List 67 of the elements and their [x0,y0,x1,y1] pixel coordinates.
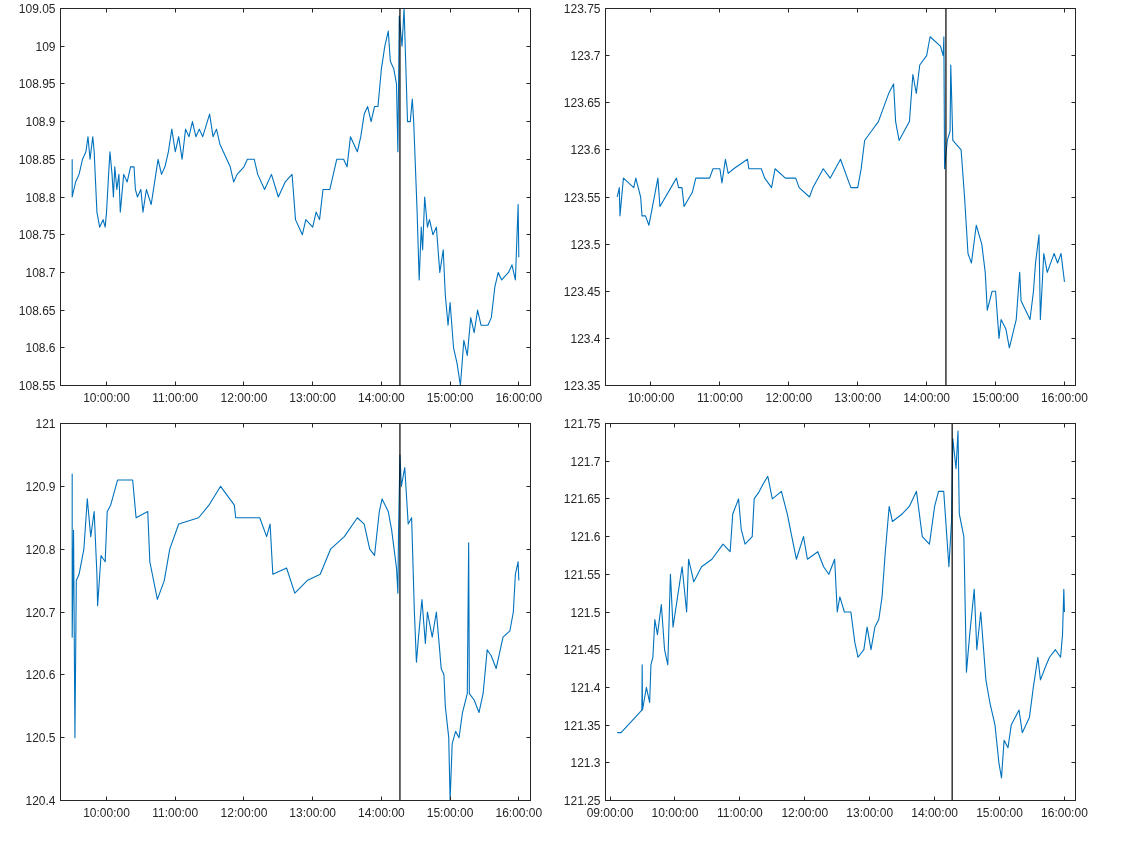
x-tick-label: 16:00:00 [1041,805,1089,820]
y-tick-label: 121.45 [563,643,601,658]
x-tick-label: 12:00:00 [220,805,268,820]
y-tick-label: 123.75 [563,2,601,16]
x-tick-label: 12:00:00 [781,805,829,820]
x-tick-label: 10:00:00 [83,390,131,405]
y-tick-label: 123.35 [563,379,601,393]
y-tick-label: 123.6 [570,143,601,158]
y-tick-label: 123.4 [570,331,601,346]
x-tick-label: 13:00:00 [846,805,894,820]
y-tick-label: 108.75 [18,228,56,243]
y-tick-label: 108.8 [25,190,56,205]
x-tick-label: 15:00:00 [426,390,474,405]
y-tick-label: 121.5 [570,605,601,620]
y-tick-label: 108.6 [25,341,56,356]
x-tick-label: 12:00:00 [765,390,813,405]
y-tick-label: 120.5 [25,731,56,746]
y-tick-label: 109 [35,39,56,54]
x-tick-label: 12:00:00 [220,390,268,405]
y-tick-label: 123.45 [563,284,601,299]
y-tick-label: 123.65 [563,96,601,111]
y-tick-label: 108.65 [18,303,56,318]
y-tick-label: 108.85 [18,152,56,167]
x-tick-label: 10:00:00 [627,390,675,405]
y-tick-label: 123.55 [563,190,601,205]
y-tick-label: 108.9 [25,115,56,130]
x-tick-label: 11:00:00 [152,390,199,405]
x-tick-label: 13:00:00 [289,390,337,405]
x-tick-label: 13:00:00 [834,390,882,405]
x-tick-label: 13:00:00 [289,805,337,820]
y-tick-label: 121.7 [570,454,601,469]
y-tick-label: 108.55 [18,379,56,393]
x-tick-label: 14:00:00 [911,805,959,820]
x-tick-label: 11:00:00 [696,390,744,405]
y-tick-label: 121.4 [570,680,601,695]
x-tick-label: 15:00:00 [426,805,474,820]
y-tick-label: 109.05 [18,2,56,16]
x-tick-label: 16:00:00 [1041,390,1089,405]
x-tick-label: 11:00:00 [716,805,764,820]
x-tick-label: 15:00:00 [972,390,1020,405]
x-tick-label: 14:00:00 [358,390,406,405]
y-tick-label: 108.7 [25,265,56,280]
y-tick-label: 120.6 [25,668,56,683]
x-tick-label: 16:00:00 [495,805,543,820]
x-tick-label: 14:00:00 [358,805,406,820]
x-tick-label: 10:00:00 [651,805,699,820]
x-tick-label: 16:00:00 [495,390,543,405]
y-tick-label: 120.4 [25,794,56,808]
x-tick-label: 11:00:00 [152,805,199,820]
y-tick-label: 123.7 [570,49,601,64]
x-tick-label: 10:00:00 [83,805,131,820]
y-tick-label: 121.6 [570,530,601,545]
y-tick-label: 123.5 [570,237,601,252]
y-tick-label: 121.65 [563,492,601,507]
x-tick-label: 09:00:00 [586,805,634,820]
y-tick-label: 121.35 [563,718,601,733]
y-tick-label: 120.8 [25,542,56,557]
x-tick-label: 15:00:00 [976,805,1024,820]
y-tick-label: 120.7 [25,605,56,620]
y-tick-label: 121.55 [563,567,601,582]
y-tick-label: 121 [35,417,56,431]
y-tick-label: 121.25 [563,794,601,808]
x-tick-label: 14:00:00 [903,390,951,405]
y-tick-label: 121.75 [563,417,601,431]
y-tick-label: 108.95 [18,77,56,92]
y-tick-label: 120.9 [25,479,56,494]
y-tick-label: 121.3 [570,756,601,771]
